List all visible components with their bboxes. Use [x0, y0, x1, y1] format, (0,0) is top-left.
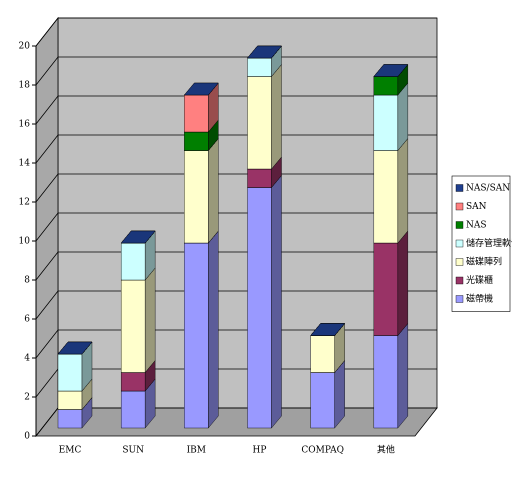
x-tick-label: COMPAQ — [301, 446, 344, 456]
bar-side — [271, 174, 282, 429]
grid-line — [35, 329, 437, 359]
bar-segment — [310, 335, 335, 373]
bar-segment — [247, 57, 272, 77]
y-tick-label: 4 — [24, 354, 30, 364]
bar-segment — [373, 335, 399, 429]
y-tick-label: 14 — [19, 159, 31, 169]
bar-segment — [184, 150, 209, 244]
bar-segment — [120, 372, 146, 392]
legend-label: SAN — [466, 202, 487, 212]
x-tick-label: EMC — [59, 446, 82, 456]
legend-label: 磁碟陣列 — [466, 256, 502, 268]
bar-side — [397, 230, 409, 337]
legend-swatch — [455, 202, 464, 211]
bar-segment — [57, 409, 83, 429]
grid-line — [35, 173, 437, 203]
bar-side — [144, 267, 156, 374]
bar-top — [373, 64, 409, 77]
legend-swatch — [455, 239, 464, 248]
bar-segment — [120, 279, 146, 373]
legend-swatch — [455, 184, 464, 192]
legend-label: NAS — [466, 221, 487, 231]
bar-side — [397, 322, 409, 429]
legend-swatch — [455, 221, 464, 229]
grid-line — [35, 56, 437, 86]
bar-segment — [184, 131, 209, 151]
bar-segment — [120, 390, 146, 429]
grid-line — [35, 212, 437, 242]
bar-side — [271, 63, 282, 170]
bar-side — [208, 137, 219, 244]
x-tick-label: HP — [253, 446, 267, 456]
x-tick-label: 其他 — [377, 444, 395, 456]
y-tick-label: 0 — [24, 432, 30, 442]
y-tick-label: 20 — [19, 42, 31, 52]
y-tick-label: 6 — [24, 315, 30, 325]
bar-segment — [57, 353, 83, 392]
grid-line — [35, 95, 437, 125]
y-tick-label: 16 — [19, 120, 31, 130]
bar-top — [310, 323, 346, 336]
bar-segment — [310, 372, 335, 429]
bar-top — [57, 341, 93, 355]
legend-swatch — [455, 295, 464, 303]
x-tick-label: SUN — [122, 446, 144, 456]
grid-line — [35, 290, 437, 320]
legend-label: 光碟櫃 — [466, 274, 493, 286]
bar-top — [183, 82, 219, 96]
legend-swatch — [455, 258, 464, 266]
y-tick-label: 10 — [19, 237, 31, 247]
legend-label: NAS/SAN — [466, 184, 510, 194]
x-tick-label: IBM — [187, 446, 206, 456]
bar-segment — [373, 150, 399, 244]
grid-line — [35, 17, 437, 47]
y-tick-label: 8 — [24, 276, 30, 286]
bar-segment — [247, 168, 272, 188]
bar-top — [120, 230, 156, 244]
bar-segment — [373, 76, 399, 96]
bar-segment — [373, 242, 399, 336]
bar-side — [208, 230, 219, 429]
grid-line — [35, 134, 437, 164]
bar-segment — [184, 242, 209, 429]
legend-label: 儲存管理軟體 — [466, 237, 512, 249]
legend-label: 磁帶機 — [466, 293, 493, 305]
bar-segment — [247, 187, 272, 429]
y-tick-label: 12 — [19, 198, 30, 208]
bar-segment — [57, 390, 83, 410]
legend-swatch — [455, 276, 464, 285]
bar-segment — [184, 94, 209, 133]
bar-segment — [247, 76, 272, 170]
y-tick-label: 2 — [24, 393, 30, 403]
y-tick-label: 18 — [19, 81, 31, 91]
bar-side — [397, 137, 409, 244]
bar-segment — [373, 94, 399, 151]
bar-segment — [120, 242, 146, 281]
grid-line — [35, 251, 437, 281]
bar-top — [247, 45, 282, 59]
